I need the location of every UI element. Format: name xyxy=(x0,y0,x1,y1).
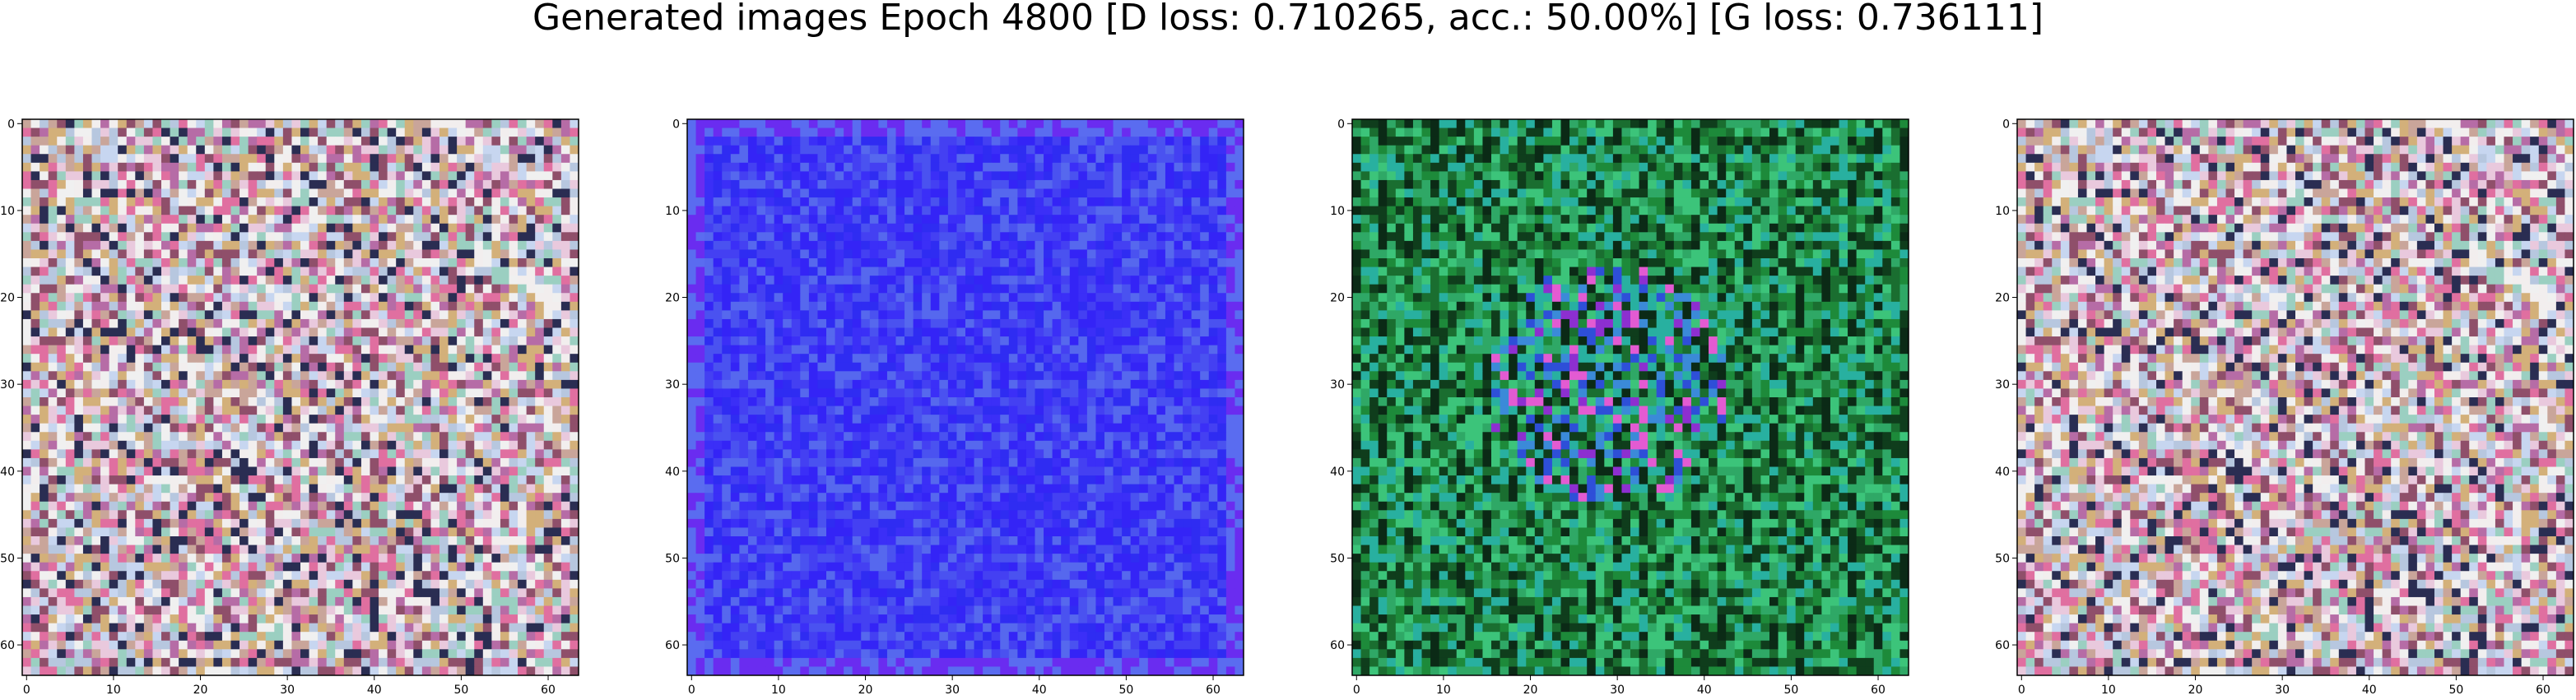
y-tick-label: 0 xyxy=(1337,118,1345,131)
y-tick-label: 10 xyxy=(0,205,15,218)
y-tick-label: 30 xyxy=(1995,378,2010,392)
y-tick-label: 0 xyxy=(672,118,680,131)
y-tick-label: 40 xyxy=(0,466,15,479)
y-tick-label: 10 xyxy=(1330,205,1345,218)
y-tick-label: 30 xyxy=(1330,378,1345,392)
figure-title: Generated images Epoch 4800 [D loss: 0.7… xyxy=(0,0,2576,36)
y-tick-label: 60 xyxy=(1330,639,1345,652)
y-tick-label: 50 xyxy=(1995,552,2010,565)
y-tick-label: 20 xyxy=(665,292,680,305)
y-tick-label: 20 xyxy=(1330,292,1345,305)
y-tick-label: 10 xyxy=(1995,205,2010,218)
y-tick-label: 10 xyxy=(665,205,680,218)
y-tick-label: 60 xyxy=(665,639,680,652)
generated-image xyxy=(1352,119,1909,675)
y-tick-label: 20 xyxy=(1995,292,2010,305)
y-tick-label: 0 xyxy=(7,118,15,131)
y-tick-label: 40 xyxy=(1995,466,2010,479)
y-tick-label: 60 xyxy=(0,639,15,652)
y-tick-label: 20 xyxy=(0,292,15,305)
y-tick-label: 40 xyxy=(1330,466,1345,479)
y-tick-label: 30 xyxy=(0,378,15,392)
generated-image xyxy=(687,119,1244,675)
y-tick-label: 30 xyxy=(665,378,680,392)
y-tick-label: 50 xyxy=(1330,552,1345,565)
generated-image xyxy=(2017,119,2574,675)
y-tick-label: 60 xyxy=(1995,639,2010,652)
y-tick-label: 50 xyxy=(665,552,680,565)
y-tick-label: 50 xyxy=(0,552,15,565)
generated-image xyxy=(22,119,579,675)
y-tick-label: 40 xyxy=(665,466,680,479)
y-tick-label: 0 xyxy=(2002,118,2010,131)
